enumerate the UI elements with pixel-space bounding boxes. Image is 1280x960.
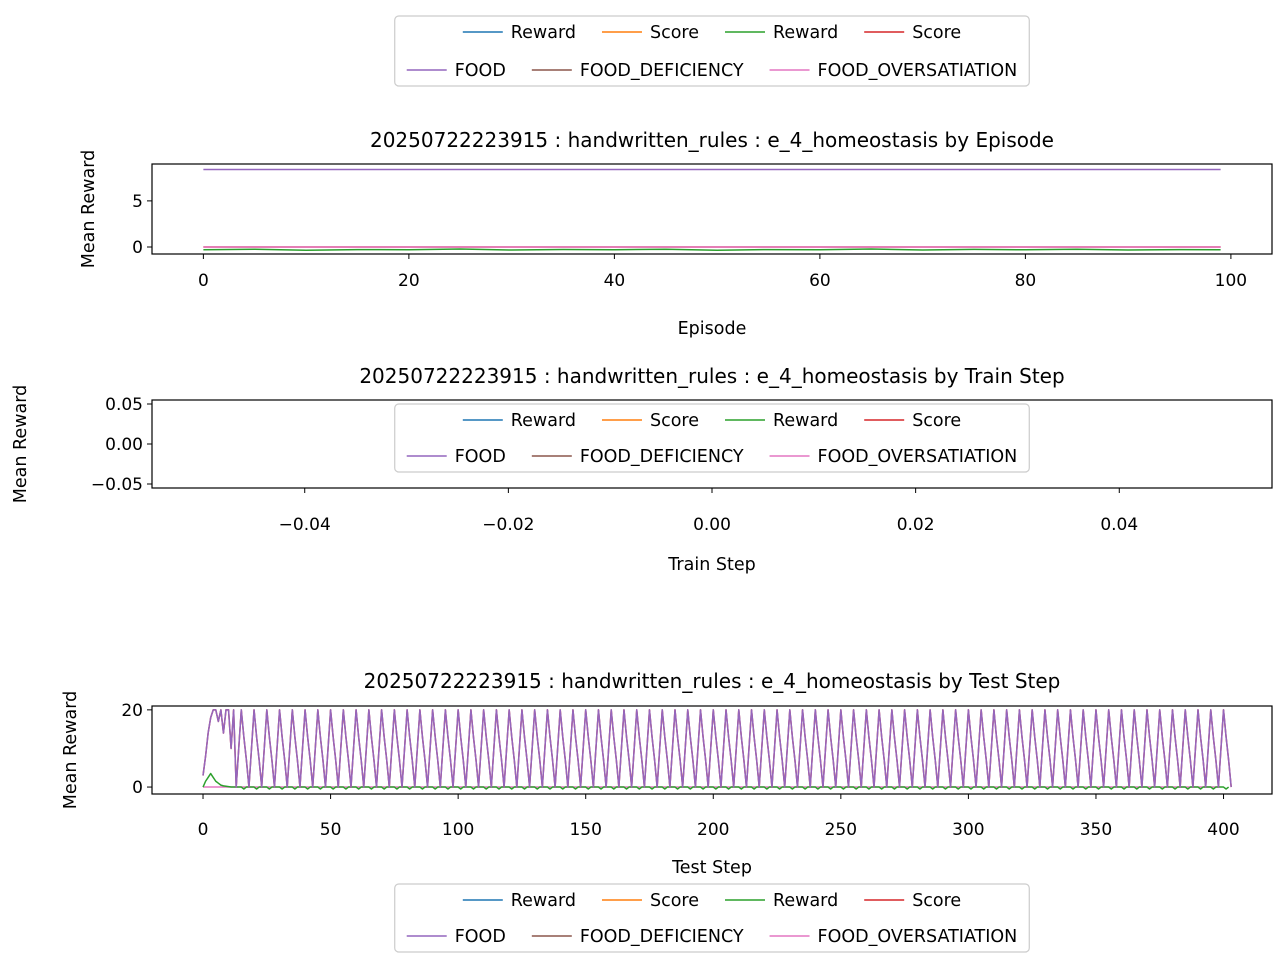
legend-label: Score	[650, 411, 699, 431]
episode-y-tick-label: 5	[132, 192, 143, 212]
episode-x-tick-label: 20	[398, 271, 420, 291]
train-step-x-tick-label: 0.04	[1100, 515, 1138, 535]
test-step-legend-item: FOOD	[406, 927, 506, 947]
test-step-x-tick-label: 100	[442, 820, 474, 840]
episode-title: 20250722223915 : handwritten_rules : e_4…	[370, 128, 1054, 152]
episode-y-axis-label: Mean Reward	[79, 150, 99, 268]
episode-y-tick-label: 0	[132, 238, 143, 258]
legend-label: Score	[912, 891, 961, 911]
legend-label: Reward	[773, 891, 838, 911]
test-step-title: 20250722223915 : handwritten_rules : e_4…	[364, 669, 1061, 693]
episode-x-tick-label: 0	[198, 271, 209, 291]
test-step-x-tick-label: 350	[1080, 820, 1112, 840]
legend-label: FOOD_OVERSATIATION	[818, 61, 1018, 81]
legend-label: Score	[912, 23, 961, 43]
train-step-legend-item: FOOD_DEFICIENCY	[531, 447, 744, 467]
episode-legend-item: Score	[864, 23, 961, 43]
test-step-x-tick-label: 400	[1207, 820, 1239, 840]
legend-label: FOOD_DEFICIENCY	[580, 61, 744, 81]
train-step-x-tick-label: −0.04	[279, 515, 331, 535]
train-step-y-tick-label: 0.00	[105, 435, 143, 455]
episode-x-tick-label: 60	[809, 271, 831, 291]
legend-label: FOOD_DEFICIENCY	[580, 927, 744, 947]
train-step-x-tick-label: −0.02	[482, 515, 534, 535]
test-step-legend-box	[394, 883, 1030, 953]
episode-legend-item: FOOD_DEFICIENCY	[531, 61, 744, 81]
episode-x-tick-label: 40	[604, 271, 626, 291]
test-step-legend-item: Score	[601, 891, 699, 911]
train-step-legend-item: FOOD	[406, 447, 506, 467]
train-step-x-tick-label: 0.00	[693, 515, 731, 535]
episode-legend-item: Score	[601, 23, 699, 43]
episode-x-tick-label: 100	[1215, 271, 1247, 291]
train-step-legend-item: Score	[864, 411, 961, 431]
episode-legend-item: FOOD_OVERSATIATION	[769, 61, 1018, 81]
test-step-x-tick-label: 50	[320, 820, 342, 840]
episode-legend-box	[394, 15, 1030, 87]
legend-label: FOOD	[455, 447, 506, 467]
test-step-x-tick-label: 200	[697, 820, 729, 840]
legend-label: Reward	[511, 411, 576, 431]
train-step-y-axis-label: Mean Reward	[11, 385, 31, 503]
episode-axes-frame	[151, 163, 1273, 255]
train-step-y-tick-label: −0.05	[91, 475, 143, 495]
legend-label: FOOD	[455, 927, 506, 947]
legend-label: Score	[650, 23, 699, 43]
episode-legend: Reward Score Reward Score FOOD FOOD_DEFICIENC…	[394, 15, 1030, 87]
legend-label: FOOD_OVERSATIATION	[818, 927, 1018, 947]
test-step-legend-item: FOOD_DEFICIENCY	[531, 927, 744, 947]
legend-label: Score	[912, 411, 961, 431]
test-step-legend-item: Reward	[725, 891, 838, 911]
episode-legend-item: FOOD	[406, 61, 506, 81]
train-step-x-axis-label: Train Step	[667, 555, 755, 575]
test-step-series-reward-line	[202, 772, 1230, 790]
legend-label: FOOD_OVERSATIATION	[818, 447, 1018, 467]
episode-x-axis-label: Episode	[678, 319, 747, 339]
test-step-x-tick-label: 300	[952, 820, 984, 840]
test-step-x-tick-label: 250	[825, 820, 857, 840]
legend-label: FOOD	[455, 61, 506, 81]
episode-subplot: 0 20 40 60 80 100 0 5 20250722223915 : handwritt…	[79, 128, 1273, 339]
episode-legend-item: Reward	[725, 23, 838, 43]
legend-label: Reward	[773, 23, 838, 43]
episode-x-tick-label: 80	[1015, 271, 1037, 291]
test-step-legend-item: Reward	[462, 891, 576, 911]
legend-label: Reward	[511, 891, 576, 911]
test-step-y-tick-label: 20	[121, 701, 143, 721]
test-step-series-food-line	[202, 709, 1232, 788]
train-step-title: 20250722223915 : handwritten_rules : e_4…	[359, 364, 1064, 388]
legend-label: FOOD_DEFICIENCY	[580, 447, 744, 467]
train-step-legend-item: Score	[601, 411, 699, 431]
legend-label: Score	[650, 891, 699, 911]
test-step-subplot: 0 50 100 150 200 250 300 350 400 0 20 2025072222391…	[61, 669, 1273, 878]
legend-label: Reward	[773, 411, 838, 431]
train-step-legend: Reward Score Reward Score FOOD FOOD_DEFICIENC…	[394, 403, 1030, 473]
test-step-legend: Reward Score Reward Score FOOD FOOD_DEFICIENC…	[394, 883, 1030, 953]
train-step-legend-item: FOOD_OVERSATIATION	[769, 447, 1018, 467]
train-step-legend-box	[394, 403, 1030, 473]
train-step-y-tick-label: 0.05	[105, 395, 143, 415]
train-step-legend-item: Reward	[725, 411, 838, 431]
test-step-legend-item: Score	[864, 891, 961, 911]
test-step-x-axis-label: Test Step	[671, 858, 752, 878]
test-step-x-tick-label: 150	[569, 820, 601, 840]
test-step-x-tick-label: 0	[198, 820, 209, 840]
test-step-y-axis-label: Mean Reward	[61, 691, 81, 809]
train-step-legend-item: Reward	[462, 411, 576, 431]
legend-label: Reward	[511, 23, 576, 43]
episode-series-reward-line	[203, 248, 1221, 251]
test-step-legend-item: FOOD_OVERSATIATION	[769, 927, 1018, 947]
train-step-x-tick-label: 0.02	[897, 515, 935, 535]
test-step-axes-frame	[151, 705, 1273, 795]
episode-legend-item: Reward	[462, 23, 576, 43]
test-step-y-tick-label: 0	[132, 778, 143, 798]
train-step-subplot: −0.04 −0.02 0.00 0.02 0.04 0.05 0.00 −0.05 20250…	[11, 364, 1273, 575]
